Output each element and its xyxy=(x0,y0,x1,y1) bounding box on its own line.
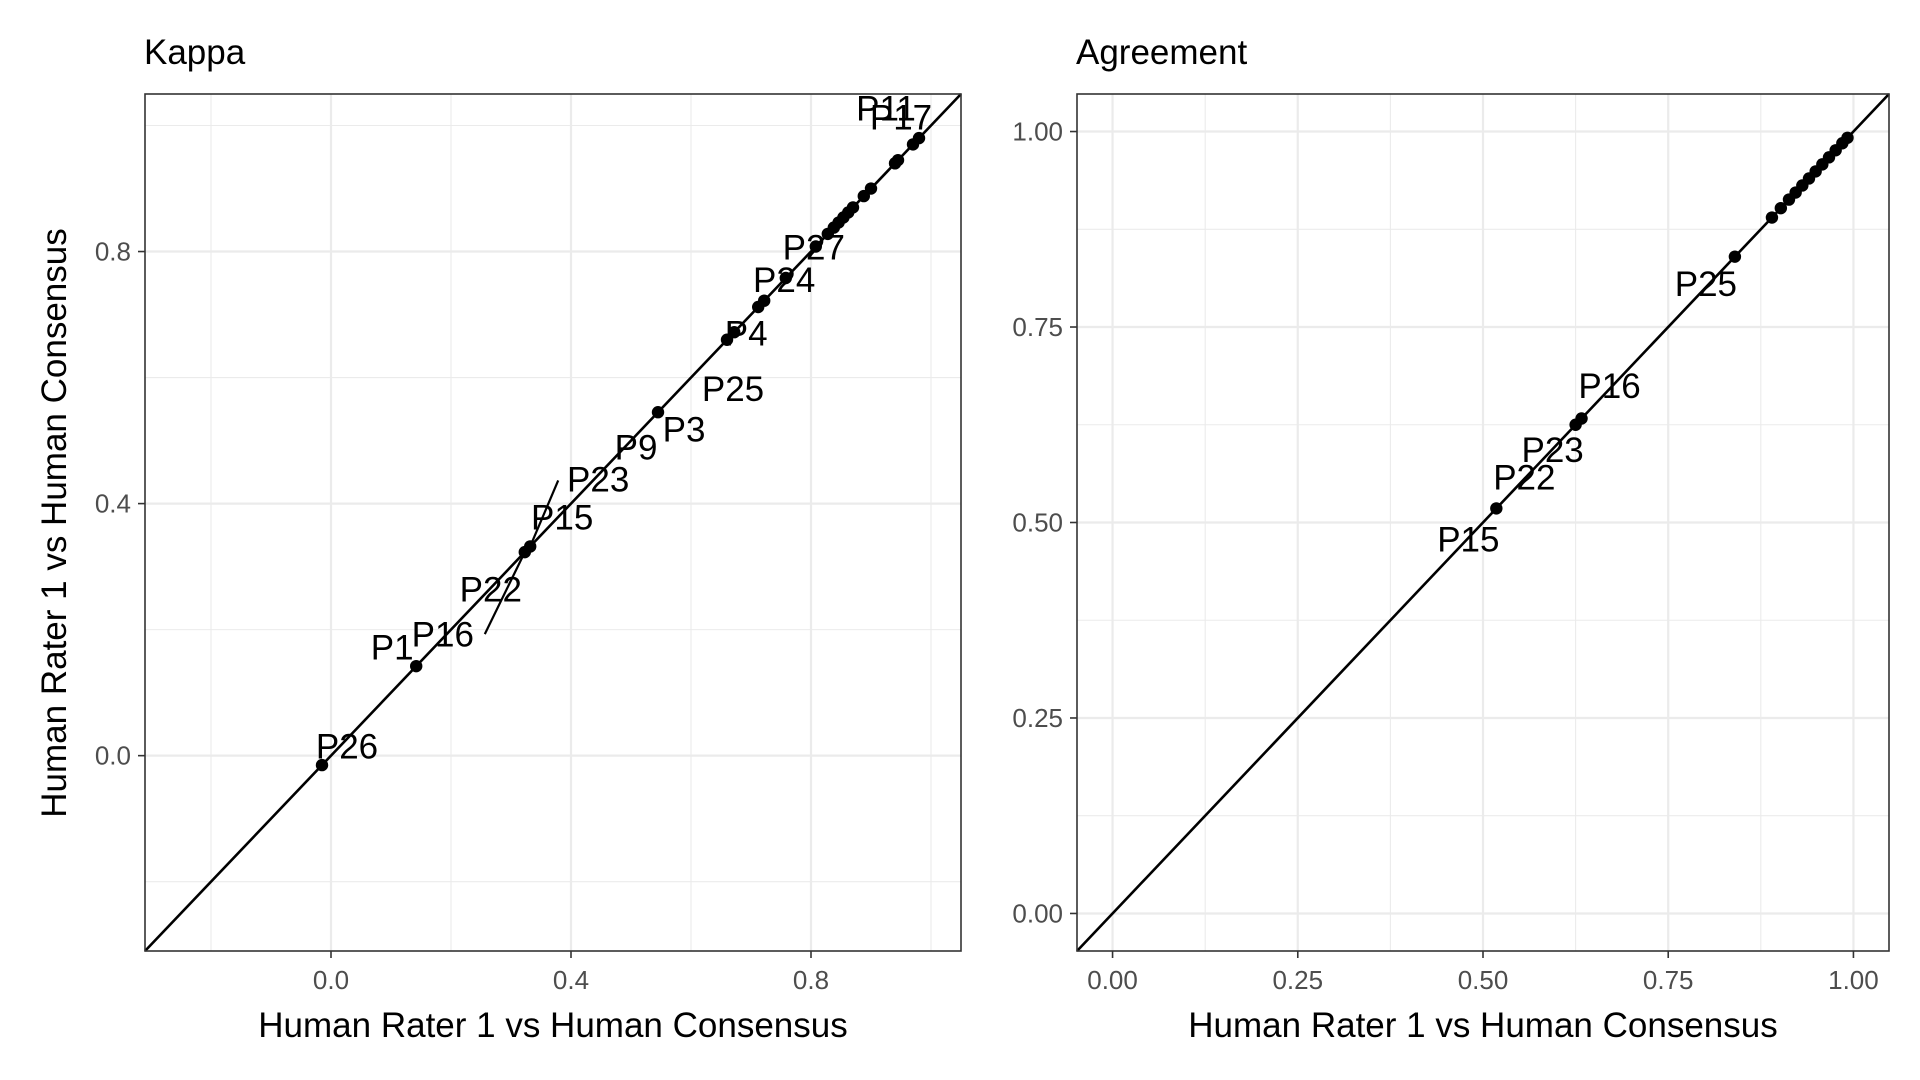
data-point xyxy=(846,201,860,214)
y-tick-label: 0.8 xyxy=(95,237,131,267)
data-point xyxy=(809,240,822,253)
data-point xyxy=(651,406,665,419)
kappa-panel-title: Kappa xyxy=(144,33,246,72)
kappa-label-leaders xyxy=(483,480,560,635)
kappa-y-ticks: 0.0 0.4 0.8 xyxy=(95,237,145,771)
point-label: P9 xyxy=(615,428,658,467)
data-point xyxy=(1728,250,1742,263)
point-label: P25 xyxy=(702,370,764,409)
x-tick-label: 1.00 xyxy=(1828,965,1879,995)
data-point xyxy=(1490,502,1503,515)
point-label: P23 xyxy=(1521,431,1583,470)
data-point xyxy=(912,131,926,145)
kappa-plot-border xyxy=(144,93,962,952)
kappa-x-axis-title: Human Rater 1 vs Human Consensus xyxy=(258,1006,847,1045)
y-tick-label: 0.00 xyxy=(1012,898,1063,928)
agreement-x-ticks: 0.00 0.25 0.50 0.75 1.00 xyxy=(1087,951,1879,995)
data-point xyxy=(758,294,771,307)
x-tick-label: 0.0 xyxy=(313,965,349,995)
agreement-panel-title: Agreement xyxy=(1076,33,1247,72)
y-tick-label: 0.0 xyxy=(95,741,131,771)
agreement-reference-line xyxy=(1076,93,1890,952)
point-label: P15 xyxy=(531,499,593,538)
kappa-y-axis-title: Human Rater 1 vs Human Consensus xyxy=(35,228,74,817)
data-point xyxy=(1774,201,1788,215)
kappa-x-ticks: 0.0 0.4 0.8 xyxy=(313,951,829,995)
y-tick-label: 1.00 xyxy=(1012,117,1063,147)
agreement-x-axis-title: Human Rater 1 vs Human Consensus xyxy=(1188,1006,1777,1045)
kappa-points xyxy=(315,131,926,772)
x-tick-label: 0.8 xyxy=(793,965,829,995)
point-label: P16 xyxy=(1578,367,1640,406)
agreement-y-ticks: 0.00 0.25 0.50 0.75 1.00 xyxy=(1012,117,1077,928)
y-tick-label: 0.25 xyxy=(1012,703,1063,733)
point-label: P27 xyxy=(783,228,845,267)
data-point xyxy=(779,271,792,285)
x-tick-label: 0.00 xyxy=(1087,965,1138,995)
x-tick-label: 0.50 xyxy=(1458,965,1509,995)
y-tick-label: 0.75 xyxy=(1012,312,1063,342)
point-label: P22 xyxy=(1493,459,1555,498)
identity-line xyxy=(1076,93,1890,952)
data-point xyxy=(1575,412,1588,425)
data-point xyxy=(864,182,878,195)
point-label: P4 xyxy=(725,314,768,353)
x-tick-label: 0.25 xyxy=(1272,965,1323,995)
data-point xyxy=(891,153,905,167)
point-label: P26 xyxy=(316,727,378,766)
point-label: P16 xyxy=(412,615,474,654)
y-tick-label: 0.4 xyxy=(95,489,131,519)
point-label: P25 xyxy=(1675,265,1737,304)
point-label: P24 xyxy=(753,261,815,300)
point-label: P23 xyxy=(567,461,629,500)
data-point xyxy=(410,659,423,673)
point-label: P11 xyxy=(856,90,916,129)
data-point xyxy=(524,540,537,553)
data-point xyxy=(728,325,741,339)
point-label: P15 xyxy=(1437,521,1499,560)
y-tick-label: 0.50 xyxy=(1012,508,1063,538)
data-point xyxy=(315,758,329,772)
point-label: P17 xyxy=(870,98,932,137)
x-tick-label: 0.4 xyxy=(553,965,589,995)
point-label: P1 xyxy=(371,628,414,667)
point-label: P3 xyxy=(663,410,706,449)
data-point xyxy=(1765,211,1779,224)
x-tick-label: 0.75 xyxy=(1643,965,1694,995)
label-leader-line xyxy=(483,551,526,635)
point-label: P22 xyxy=(460,570,522,609)
agreement-points xyxy=(1490,131,1854,515)
data-point xyxy=(1841,131,1854,144)
label-leader-line xyxy=(529,480,560,547)
